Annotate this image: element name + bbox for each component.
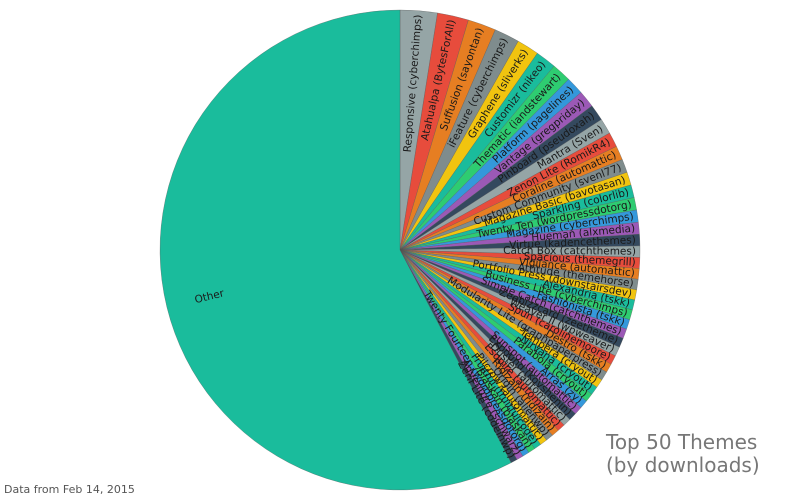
slice-label: Virtue (kadencethemes) (509, 234, 636, 251)
data-note: Data from Feb 14, 2015 (4, 483, 135, 496)
chart-subtitle: (by downloads) (606, 453, 760, 477)
pie-slice (159, 9, 512, 491)
chart-title: Top 50 Themes (605, 430, 757, 454)
slice-label: Catch Box (catchthemes) (503, 245, 636, 258)
